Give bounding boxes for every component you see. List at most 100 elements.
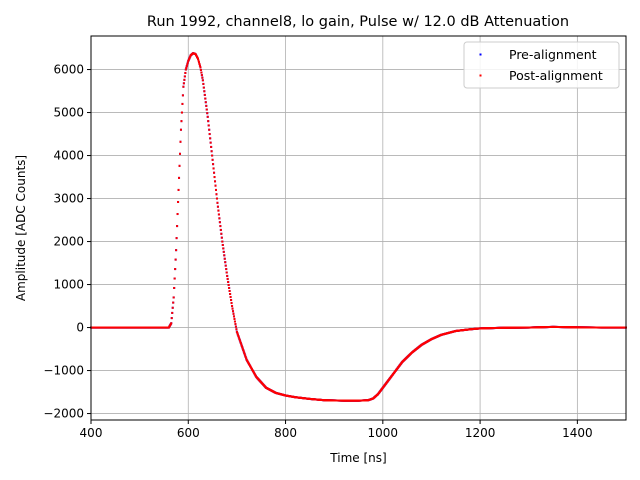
data-point: [183, 75, 186, 78]
y-tick-label: 3000: [53, 192, 84, 206]
data-point: [188, 57, 191, 60]
data-point: [202, 86, 205, 89]
data-point: [209, 141, 212, 144]
data-point: [201, 76, 204, 79]
data-point: [185, 66, 188, 69]
data-point: [238, 339, 241, 342]
data-point: [178, 176, 181, 179]
data-point: [211, 154, 214, 157]
data-point: [208, 128, 211, 131]
data-point: [202, 82, 205, 85]
data-point: [244, 356, 247, 359]
data-point: [200, 71, 203, 74]
data-point: [218, 221, 221, 224]
data-point: [213, 171, 216, 174]
data-point: [235, 330, 238, 333]
data-point: [243, 351, 246, 354]
data-point: [214, 180, 217, 183]
data-point: [225, 268, 228, 271]
data-point: [238, 337, 241, 340]
data-point: [189, 55, 192, 58]
data-point: [236, 332, 239, 335]
data-point: [213, 176, 216, 179]
data-point: [198, 62, 201, 65]
data-point: [188, 56, 191, 59]
data-point: [229, 293, 232, 296]
y-tick-label: 1000: [53, 278, 84, 292]
data-point: [212, 167, 215, 170]
data-point: [234, 325, 237, 328]
data-point: [176, 225, 179, 228]
data-point: [222, 250, 225, 253]
data-point: [221, 240, 224, 243]
data-point: [207, 124, 210, 127]
data-point: [241, 347, 244, 350]
data-point: [225, 271, 228, 274]
data-point: [229, 296, 232, 299]
data-point: [241, 346, 244, 349]
data-point: [244, 354, 247, 357]
data-point: [218, 217, 221, 220]
legend-box: [463, 41, 620, 89]
data-point: [221, 243, 224, 246]
data-point: [206, 115, 209, 118]
data-point: [210, 150, 213, 153]
legend-marker-post: [479, 74, 482, 77]
data-point: [171, 311, 174, 314]
data-point: [203, 93, 206, 96]
data-point: [233, 317, 236, 320]
data-point: [199, 66, 202, 69]
data-point: [220, 236, 223, 239]
data-point: [186, 61, 189, 64]
plot-frame: [90, 35, 627, 421]
data-point: [180, 120, 183, 123]
data-point: [217, 209, 220, 212]
y-tick-label: 2000: [53, 235, 84, 249]
data-point: [177, 200, 180, 203]
data-point: [233, 320, 236, 323]
data-point: [181, 102, 184, 105]
y-tick-label: 0: [76, 321, 84, 335]
data-point: [232, 310, 235, 313]
data-point: [197, 59, 200, 62]
data-point: [176, 213, 179, 216]
data-point: [240, 344, 243, 347]
data-point: [184, 68, 187, 71]
data-point: [206, 112, 209, 115]
data-point: [199, 68, 202, 71]
data-point: [171, 306, 174, 309]
data-layer: [90, 52, 627, 402]
data-point: [237, 335, 240, 338]
data-point: [201, 79, 204, 82]
data-point: [237, 336, 240, 339]
data-point: [239, 340, 242, 343]
data-point: [185, 65, 188, 68]
data-point: [175, 237, 178, 240]
data-point: [214, 188, 217, 191]
data-point: [177, 188, 180, 191]
data-point: [212, 163, 215, 166]
data-point: [179, 152, 182, 155]
data-point: [215, 197, 218, 200]
tick-layer: 400 600 800 1000 1200 1400 −2000 −1000 0 1000 2000…: [43, 63, 592, 440]
data-point: [223, 254, 226, 257]
data-point: [226, 277, 229, 280]
data-point: [239, 342, 242, 345]
data-point: [183, 78, 186, 81]
legend: Pre-alignment Post-alignment: [463, 41, 620, 89]
x-tick-label: 1200: [465, 426, 496, 440]
data-point: [204, 97, 207, 100]
data-point: [208, 133, 211, 136]
data-point: [182, 82, 185, 85]
data-point: [175, 249, 178, 252]
y-tick-label: 6000: [53, 63, 84, 77]
data-point: [242, 350, 245, 353]
x-tick-label: 400: [80, 426, 103, 440]
data-point: [217, 213, 220, 216]
data-point: [179, 128, 182, 131]
x-axis-label: Time [ns]: [329, 451, 386, 465]
chart-title: Run 1992, channel8, lo gain, Pulse w/ 12…: [147, 14, 569, 30]
data-point: [197, 57, 199, 60]
legend-label-post: Post-alignment: [509, 68, 603, 83]
